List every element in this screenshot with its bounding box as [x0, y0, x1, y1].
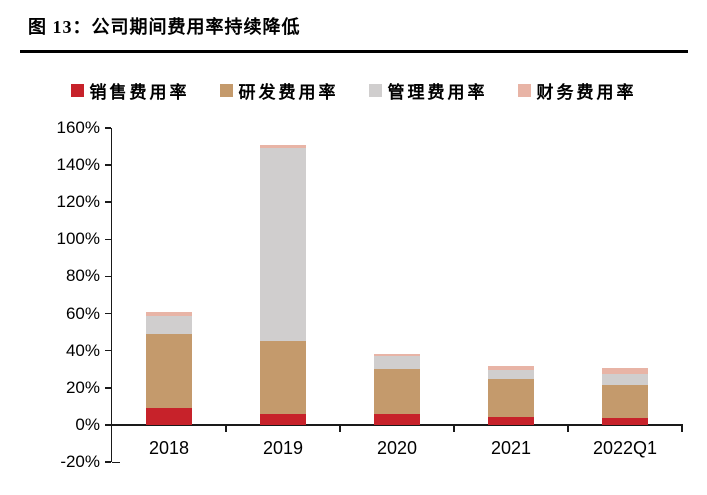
y-axis-tick: [104, 275, 111, 278]
bar-segment-rnd-expense-ratio: [374, 369, 420, 414]
y-axis-bottom-stub: [112, 461, 120, 463]
y-axis-tick: [104, 164, 111, 166]
bar-group-2021: [488, 366, 534, 425]
x-tick-label: 2018: [148, 437, 190, 458]
bar-segment-rnd-expense-ratio: [602, 385, 648, 419]
x-tick-label: 2019: [262, 437, 304, 458]
bar-segment-sales-expense-ratio: [260, 413, 306, 425]
legend-item-finance-expense-ratio: 财务费用率: [517, 78, 637, 103]
y-tick-label: 100%: [56, 229, 100, 249]
bar-segment-rnd-expense-ratio: [488, 379, 534, 417]
legend: 销售费用率 研发费用率 管理费用率 财务费用率: [0, 78, 707, 103]
legend-swatch-icon: [517, 83, 531, 97]
legend-label: 研发费用率: [238, 82, 339, 102]
figure-title: 图 13：公司期间费用率持续降低: [28, 17, 301, 37]
y-tick-label: 120%: [56, 192, 100, 212]
bar-group-2020: [374, 354, 420, 425]
bar-segment-admin-expense-ratio: [146, 316, 192, 334]
y-tick-label: 80%: [65, 266, 100, 286]
bar-segment-finance-expense-ratio: [146, 311, 192, 317]
y-axis-tick: [104, 201, 111, 203]
legend-swatch-icon: [368, 83, 382, 97]
legend-label: 管理费用率: [387, 82, 488, 102]
x-tick-label: 2021: [490, 437, 532, 458]
plot-area: 2018 2019 2020 2021 2022Q1: [104, 127, 683, 463]
bar-segment-sales-expense-ratio: [146, 408, 192, 425]
bar-segment-finance-expense-ratio: [488, 366, 534, 371]
bar-segment-sales-expense-ratio: [488, 416, 534, 425]
bar-segment-finance-expense-ratio: [374, 354, 420, 357]
y-tick-label: 160%: [56, 118, 100, 137]
bar-segment-finance-expense-ratio: [602, 368, 648, 374]
bar-segment-admin-expense-ratio: [488, 370, 534, 380]
y-axis-tick: [104, 424, 111, 426]
title-rule: [20, 50, 688, 53]
legend-label: 财务费用率: [536, 82, 637, 102]
x-axis-tick: [681, 424, 683, 432]
legend-item-sales-expense-ratio: 销售费用率: [70, 78, 190, 103]
y-axis-tick: [104, 461, 111, 463]
y-tick-label: 0%: [75, 414, 100, 434]
x-axis: [110, 424, 683, 426]
y-axis-tick: [104, 349, 111, 352]
bar-segment-sales-expense-ratio: [374, 413, 420, 425]
y-axis-tick: [104, 387, 111, 389]
legend-label: 销售费用率: [89, 82, 190, 102]
bar-segment-admin-expense-ratio: [374, 356, 420, 370]
y-tick-label: 40%: [65, 340, 100, 360]
bar-segment-sales-expense-ratio: [602, 418, 648, 425]
bar-segment-admin-expense-ratio: [602, 373, 648, 385]
x-axis-tick: [225, 424, 227, 432]
y-axis-tick: [104, 238, 111, 241]
x-axis-tick: [567, 424, 569, 432]
y-axis-tick: [104, 312, 111, 315]
y-tick-label: -20%: [60, 452, 100, 471]
x-axis-tick: [453, 424, 455, 432]
legend-item-rnd-expense-ratio: 研发费用率: [219, 78, 339, 103]
bar-segment-finance-expense-ratio: [260, 144, 306, 149]
bar-segment-admin-expense-ratio: [260, 148, 306, 342]
bar-segment-rnd-expense-ratio: [146, 333, 192, 409]
y-tick-label: 60%: [65, 303, 100, 323]
bar-group-2018: [146, 311, 192, 425]
legend-item-admin-expense-ratio: 管理费用率: [368, 78, 488, 103]
y-axis-tick: [104, 127, 111, 129]
legend-swatch-icon: [70, 83, 84, 97]
y-tick-label: 20%: [65, 377, 100, 397]
x-tick-label: 2022Q1: [592, 437, 658, 458]
bar-group-2022Q1: [602, 368, 648, 425]
bar-segment-rnd-expense-ratio: [260, 341, 306, 414]
y-axis: [110, 128, 112, 462]
x-tick-label: 2020: [376, 437, 418, 458]
x-axis-tick: [339, 424, 341, 432]
bar-group-2019: [260, 144, 306, 425]
y-tick-label: 140%: [56, 155, 100, 175]
legend-swatch-icon: [219, 83, 233, 97]
